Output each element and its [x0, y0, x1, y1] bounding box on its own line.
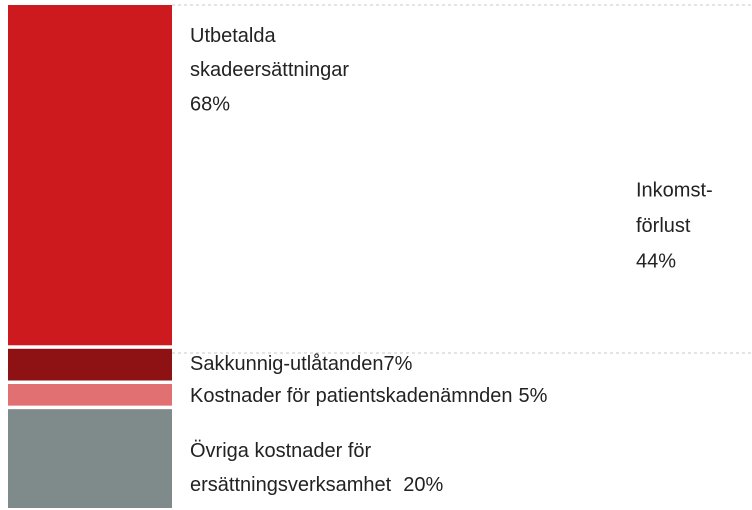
- segment-value-label: 68%: [190, 93, 230, 115]
- segment-label: Utbetalda: [190, 25, 276, 47]
- segment-name: ersättningsverksamhet: [190, 474, 392, 496]
- segment-value-label: 5%: [518, 385, 547, 407]
- annotation: förlust: [636, 215, 691, 237]
- segment-value-label: 20%: [403, 474, 443, 496]
- bar-segment: [8, 409, 172, 508]
- segment-name: Sakkunnig-utlåtanden: [190, 353, 383, 375]
- segment-name: skadeersättningar: [190, 59, 349, 81]
- annotation: 44%: [636, 250, 676, 272]
- segment-label: skadeersättningar: [190, 59, 349, 81]
- segment-label: Sakkunnig-utlåtanden7%: [190, 353, 413, 375]
- bar-segment: [8, 348, 172, 381]
- bar-segment: [8, 5, 172, 346]
- segment-name: Utbetalda: [190, 25, 276, 47]
- bar-segment: [8, 384, 172, 406]
- segment-label: Kostnader för patientskadenämnden 5%: [190, 385, 548, 407]
- segment-name: Kostnader för patientskadenämnden: [190, 385, 512, 407]
- segment-label: ersättningsverksamhet 20%: [190, 474, 443, 496]
- segment-name: Övriga kostnader för: [190, 440, 372, 462]
- segment-label: Övriga kostnader för: [190, 440, 372, 462]
- annotation: Inkomst-: [636, 179, 713, 201]
- segment-value-label: 7%: [383, 353, 412, 375]
